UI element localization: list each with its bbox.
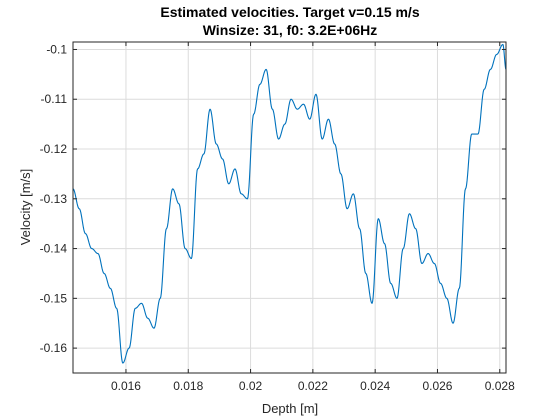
y-tick-label: -0.1 <box>46 42 67 56</box>
grid <box>73 42 506 373</box>
ticks: 0.016 0.018 0.02 0.022 0.024 0.026 0.028 -0.16 -… <box>40 42 515 393</box>
x-tick-label: 0.02 <box>239 379 263 393</box>
y-tick-label: -0.11 <box>41 92 68 106</box>
plot-area <box>72 41 507 374</box>
x-tick-label: 0.018 <box>173 379 203 393</box>
y-tick-label: -0.16 <box>40 341 68 355</box>
y-tick-label: -0.15 <box>40 291 68 305</box>
y-tick-label: -0.13 <box>40 192 68 206</box>
y-tick-label: -0.14 <box>40 242 68 256</box>
series-group <box>73 43 506 364</box>
axes-frame <box>72 41 507 374</box>
x-tick-label: 0.024 <box>360 379 390 393</box>
x-tick-label: 0.016 <box>111 379 141 393</box>
series-line <box>73 43 506 364</box>
x-axis-label: Depth [m] <box>262 401 318 416</box>
x-tick-label: 0.022 <box>298 379 328 393</box>
chart-title: Estimated velocities. Target v=0.15 m/s <box>160 4 419 20</box>
y-tick-label: -0.12 <box>40 142 68 156</box>
y-axis-label: Velocity [m/s] <box>18 169 33 246</box>
x-tick-label: 0.026 <box>422 379 452 393</box>
x-tick-label: 0.028 <box>485 379 515 393</box>
chart-subtitle: Winsize: 31, f0: 3.2E+06Hz <box>203 22 378 38</box>
